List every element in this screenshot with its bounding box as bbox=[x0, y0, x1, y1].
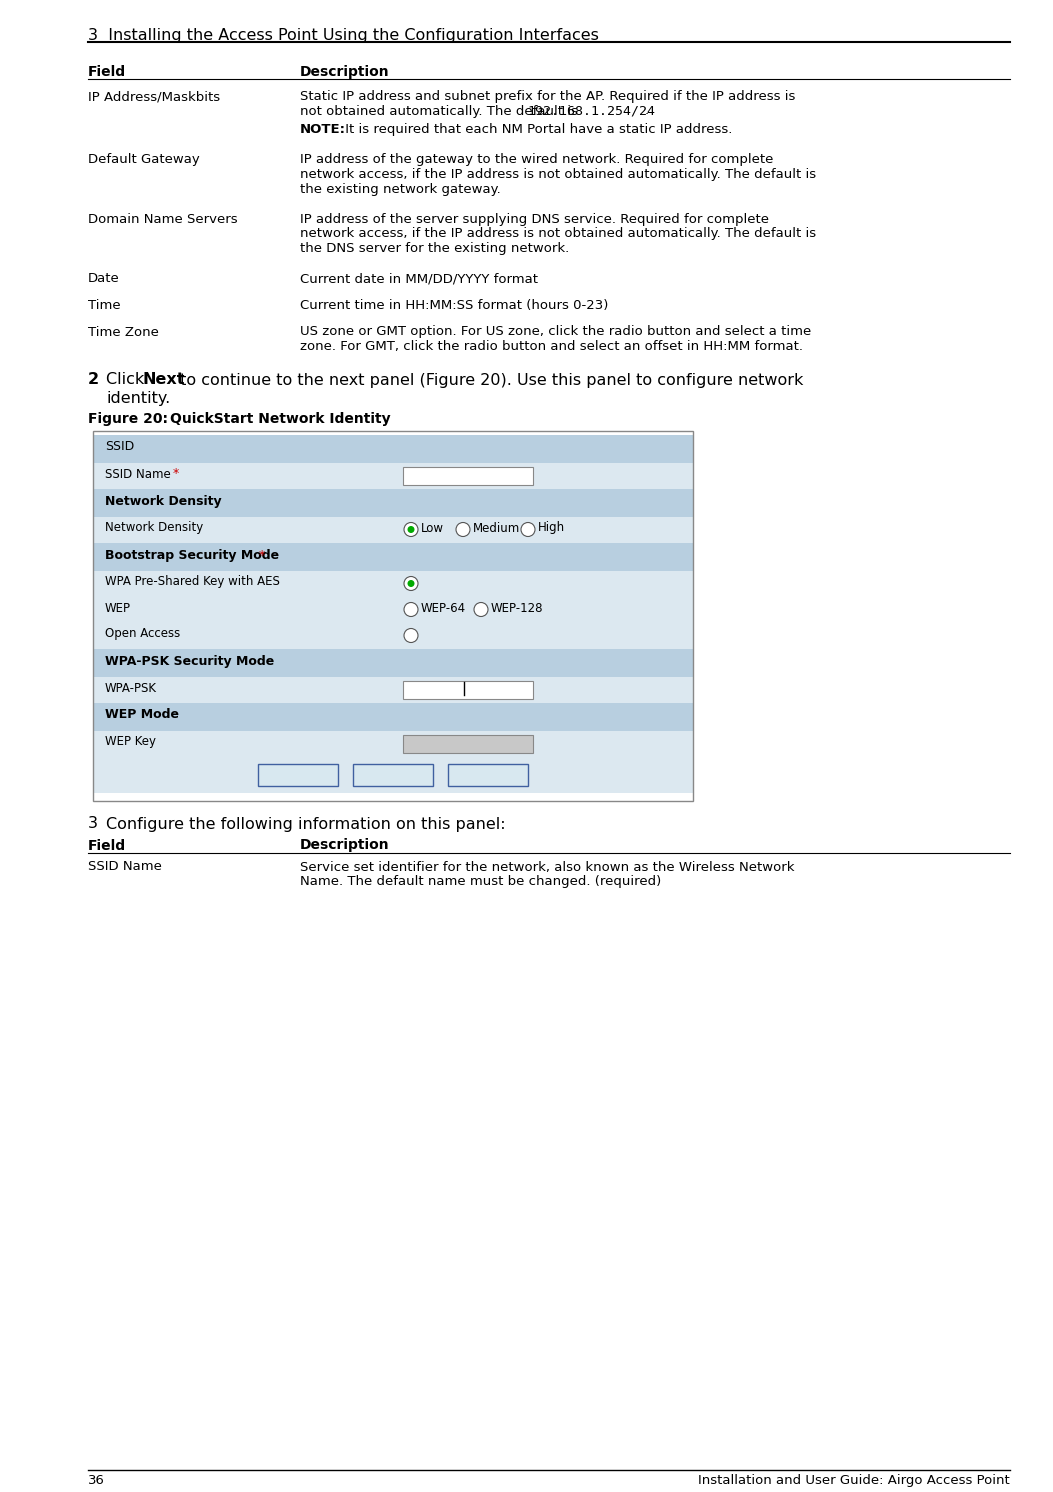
Text: 192.168.1.254/24: 192.168.1.254/24 bbox=[526, 104, 655, 118]
Text: not obtained automatically. The default is: not obtained automatically. The default … bbox=[300, 104, 582, 118]
Text: WEP-64: WEP-64 bbox=[421, 601, 466, 615]
Bar bbox=[93, 731, 693, 756]
Text: Default Gateway: Default Gateway bbox=[88, 154, 200, 167]
Bar bbox=[93, 434, 693, 463]
Text: Medium: Medium bbox=[473, 522, 520, 534]
Text: identity.: identity. bbox=[106, 391, 171, 406]
Text: Time Zone: Time Zone bbox=[88, 325, 159, 339]
Circle shape bbox=[521, 522, 535, 537]
Text: SSID: SSID bbox=[105, 440, 134, 454]
Text: SSID Name: SSID Name bbox=[105, 467, 171, 480]
Text: IP Address/Maskbits: IP Address/Maskbits bbox=[88, 90, 220, 103]
Text: 2: 2 bbox=[88, 373, 99, 388]
Text: Next >>: Next >> bbox=[367, 767, 418, 779]
Text: DeerCreekCo: DeerCreekCo bbox=[408, 468, 485, 482]
Text: Configure the following information on this panel:: Configure the following information on t… bbox=[106, 816, 505, 831]
Bar bbox=[93, 463, 693, 488]
Text: Next: Next bbox=[143, 373, 185, 388]
Text: It is required that each NM Portal have a static IP address.: It is required that each NM Portal have … bbox=[341, 122, 733, 136]
FancyBboxPatch shape bbox=[403, 734, 533, 752]
FancyBboxPatch shape bbox=[403, 680, 533, 698]
Text: Click: Click bbox=[106, 373, 150, 388]
Text: Field: Field bbox=[88, 839, 126, 852]
Text: Name. The default name must be changed. (required): Name. The default name must be changed. … bbox=[300, 874, 661, 888]
Text: Service set identifier for the network, also known as the Wireless Network: Service set identifier for the network, … bbox=[300, 861, 795, 873]
Text: US zone or GMT option. For US zone, click the radio button and select a time: US zone or GMT option. For US zone, clic… bbox=[300, 325, 811, 339]
Text: zone. For GMT, click the radio button and select an offset in HH:MM format.: zone. For GMT, click the radio button an… bbox=[300, 340, 803, 354]
Text: network access, if the IP address is not obtained automatically. The default is: network access, if the IP address is not… bbox=[300, 169, 816, 181]
Text: Date: Date bbox=[88, 273, 120, 285]
Text: WEP Mode: WEP Mode bbox=[105, 709, 179, 722]
Text: SSID Name: SSID Name bbox=[88, 861, 162, 873]
Text: to continue to the next panel (Figure 20). Use this panel to configure network: to continue to the next panel (Figure 20… bbox=[175, 373, 803, 388]
FancyBboxPatch shape bbox=[353, 764, 433, 785]
Text: << Back: << Back bbox=[272, 767, 324, 779]
Text: Bootstrap Security Mode: Bootstrap Security Mode bbox=[105, 549, 279, 561]
Circle shape bbox=[404, 628, 418, 643]
Text: IP address of the server supplying DNS service. Required for complete: IP address of the server supplying DNS s… bbox=[300, 213, 769, 225]
Text: High: High bbox=[538, 522, 565, 534]
Text: WPA-PSK Security Mode: WPA-PSK Security Mode bbox=[105, 655, 274, 667]
Bar bbox=[93, 516, 693, 543]
Circle shape bbox=[408, 580, 415, 586]
Bar bbox=[93, 622, 693, 649]
Circle shape bbox=[474, 603, 488, 616]
FancyBboxPatch shape bbox=[403, 467, 533, 485]
Text: Network Density: Network Density bbox=[105, 494, 221, 507]
Text: Description: Description bbox=[300, 839, 390, 852]
Text: Installation and User Guide: Airgo Access Point: Installation and User Guide: Airgo Acces… bbox=[698, 1474, 1010, 1488]
Bar bbox=[93, 703, 693, 731]
Bar bbox=[93, 756, 693, 792]
Circle shape bbox=[404, 603, 418, 616]
Text: Network Density: Network Density bbox=[105, 522, 203, 534]
Text: Domain Name Servers: Domain Name Servers bbox=[88, 213, 238, 225]
Text: *: * bbox=[258, 549, 264, 561]
Text: QuickStart Network Identity: QuickStart Network Identity bbox=[170, 412, 391, 427]
Text: WPA Pre-Shared Key with AES: WPA Pre-Shared Key with AES bbox=[105, 576, 280, 588]
Text: Figure 20:: Figure 20: bbox=[88, 412, 168, 427]
Text: WEP-128: WEP-128 bbox=[491, 601, 543, 615]
Text: the DNS server for the existing network.: the DNS server for the existing network. bbox=[300, 242, 570, 255]
Text: network access, if the IP address is not obtained automatically. The default is: network access, if the IP address is not… bbox=[300, 227, 816, 240]
Text: 36: 36 bbox=[88, 1474, 105, 1488]
Text: IP address of the gateway to the wired network. Required for complete: IP address of the gateway to the wired n… bbox=[300, 154, 773, 167]
Circle shape bbox=[404, 522, 418, 537]
Text: 3  Installing the Access Point Using the Configuration Interfaces: 3 Installing the Access Point Using the … bbox=[88, 28, 599, 43]
FancyBboxPatch shape bbox=[258, 764, 338, 785]
Bar bbox=[93, 543, 693, 570]
Bar bbox=[93, 676, 693, 703]
Circle shape bbox=[404, 576, 418, 591]
Circle shape bbox=[408, 527, 415, 533]
Text: Open Access: Open Access bbox=[105, 628, 180, 640]
Text: Static IP address and subnet prefix for the AP. Required if the IP address is: Static IP address and subnet prefix for … bbox=[300, 90, 795, 103]
Text: WEP: WEP bbox=[105, 601, 131, 615]
Text: Time: Time bbox=[88, 298, 121, 312]
Text: password: password bbox=[408, 682, 463, 695]
FancyBboxPatch shape bbox=[448, 764, 528, 785]
Text: Current date in MM/DD/YYYY format: Current date in MM/DD/YYYY format bbox=[300, 273, 538, 285]
Text: WEP Key: WEP Key bbox=[105, 736, 156, 749]
Text: Current time in HH:MM:SS format (hours 0-23): Current time in HH:MM:SS format (hours 0… bbox=[300, 298, 609, 312]
Text: Low: Low bbox=[421, 522, 444, 534]
Text: Field: Field bbox=[88, 66, 126, 79]
Bar bbox=[93, 488, 693, 516]
Text: the existing network gateway.: the existing network gateway. bbox=[300, 182, 501, 195]
Bar bbox=[93, 570, 693, 597]
Circle shape bbox=[456, 522, 470, 537]
Text: *: * bbox=[173, 467, 179, 480]
Bar bbox=[93, 649, 693, 676]
Text: Description: Description bbox=[300, 66, 390, 79]
Text: Logout: Logout bbox=[468, 767, 509, 779]
Bar bbox=[93, 597, 693, 622]
Text: 3: 3 bbox=[88, 816, 98, 831]
Text: WPA-PSK: WPA-PSK bbox=[105, 682, 157, 694]
Text: .: . bbox=[645, 104, 649, 118]
Text: NOTE:: NOTE: bbox=[300, 122, 346, 136]
